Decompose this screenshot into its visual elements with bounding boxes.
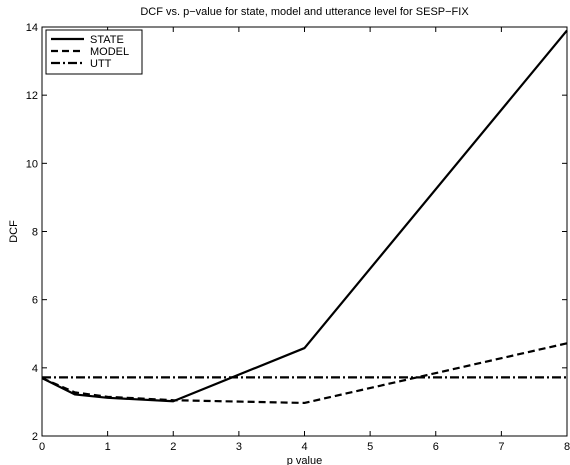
- x-tick-label: 3: [236, 441, 242, 453]
- x-tick-label: 7: [498, 441, 504, 453]
- plot-area-frame: [41, 26, 568, 437]
- x-tick-label: 8: [564, 441, 570, 453]
- y-tick-label: 12: [26, 90, 38, 102]
- y-tick-label: 2: [32, 431, 38, 443]
- y-tick-label: 4: [32, 363, 38, 375]
- x-axis-title: p value: [287, 455, 322, 465]
- series-line-state: [41, 29, 568, 403]
- y-tick-label: 10: [26, 158, 38, 170]
- series-lines: [41, 29, 568, 405]
- x-tick-label: 4: [301, 441, 307, 453]
- chart-title: DCF vs. p−value for state, model and utt…: [140, 6, 469, 18]
- y-axis-title: DCF: [8, 220, 20, 243]
- x-tick-label: 2: [170, 441, 176, 453]
- y-tick-label: 8: [32, 227, 38, 239]
- y-tick-label: 14: [26, 22, 38, 34]
- x-tick-label: 1: [105, 441, 111, 453]
- axis-ticks: [41, 26, 568, 437]
- legend-label-state: STATE: [90, 34, 124, 46]
- x-tick-label: 6: [433, 441, 439, 453]
- legend-label-utt: UTT: [90, 58, 112, 70]
- legend-label-model: MODEL: [90, 46, 129, 58]
- y-tick-label: 6: [32, 295, 38, 307]
- x-tick-label: 5: [367, 441, 373, 453]
- x-tick-label: 0: [39, 441, 45, 453]
- series-line-model: [41, 342, 568, 405]
